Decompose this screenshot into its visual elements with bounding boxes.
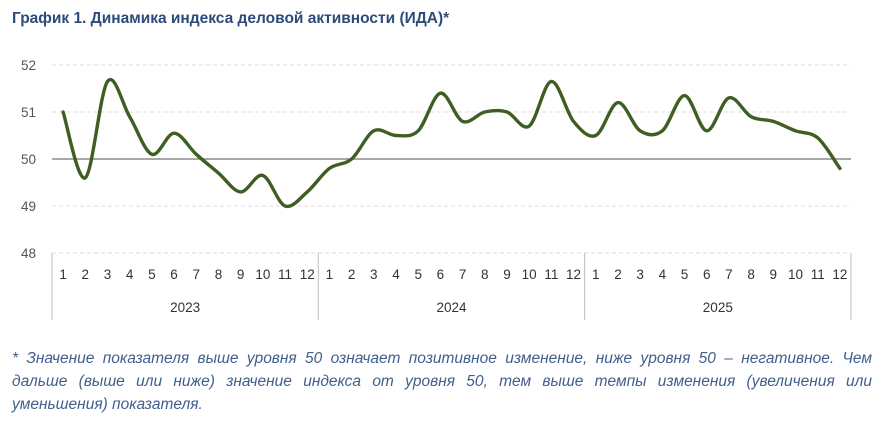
x-tick-label-month: 11 [278,267,292,282]
y-tick-label: 51 [21,105,36,120]
data-point [283,204,287,208]
data-point [461,120,464,123]
data-point [128,115,131,118]
x-tick-label-month: 1 [59,267,67,282]
series-group [61,77,842,209]
x-tick-label-month: 10 [255,267,270,282]
x-tick-label-month: 2 [348,267,356,282]
x-tick-label-month: 3 [370,267,378,282]
data-point [749,115,753,118]
data-point [683,94,686,97]
x-tick-label-month: 2 [82,267,90,282]
data-point [150,153,154,156]
data-point [527,124,531,128]
x-tick-label-month: 7 [459,267,467,282]
data-point [84,176,87,179]
y-axis-tick-labels: 48 49 50 51 52 [21,58,36,261]
x-tick-label-month: 9 [770,267,778,282]
x-tick-label-month: 10 [522,267,537,282]
footnote: * Значение показателя выше уровня 50 озн… [12,350,872,413]
data-point [638,129,642,132]
data-point [816,136,819,140]
x-tick-label-month: 11 [811,267,825,282]
data-point [727,96,731,100]
x-tick-label-year: 2025 [703,300,733,315]
x-tick-label-year: 2024 [436,300,467,315]
x-tick-label-month: 6 [170,267,178,282]
data-point [106,80,109,83]
x-tick-label-month: 7 [725,267,733,282]
data-point [794,129,797,132]
data-point [372,129,376,132]
data-point [572,120,575,123]
x-tick-label-month: 12 [300,267,315,282]
data-point [350,157,353,161]
x-tick-label-month: 8 [747,267,755,282]
data-point [483,110,486,114]
data-point [661,129,664,132]
x-tick-label-month: 12 [566,267,581,282]
x-tick-label-month: 1 [326,267,334,282]
data-point [195,153,198,156]
y-tick-label: 49 [21,199,36,214]
data-point [505,110,509,114]
data-point [328,167,331,170]
data-point [594,134,597,137]
x-tick-label-month: 4 [392,267,400,282]
x-tick-label-month: 9 [237,267,245,282]
data-point [61,110,65,114]
data-point [616,101,620,104]
y-tick-label: 52 [21,58,36,73]
y-tick-label: 48 [21,246,36,261]
gridlines [52,64,851,254]
x-tick-label-month: 10 [788,267,803,282]
data-point [239,190,242,194]
y-tick-label: 50 [21,152,36,167]
data-point [217,171,220,175]
data-point [550,80,553,83]
x-tick-label-month: 4 [659,267,667,282]
x-tick-label-month: 3 [636,267,644,282]
x-tick-label-month: 5 [681,267,689,282]
x-tick-label-month: 9 [503,267,511,282]
x-tick-label-month: 2 [614,267,622,282]
data-point [417,129,420,132]
data-point [172,131,176,135]
x-tick-label-month: 1 [592,267,600,282]
x-tick-label-month: 8 [215,267,223,282]
x-tick-label-month: 11 [544,267,558,282]
x-tick-label-month: 3 [104,267,112,282]
data-point [306,190,309,194]
x-tick-label-month: 5 [414,267,422,282]
data-point [439,92,442,95]
x-tick-label-month: 7 [193,267,201,282]
ida-series-line [61,77,842,209]
x-tick-label-month: 6 [703,267,711,282]
data-point [261,174,265,177]
data-point [394,134,398,137]
x-tick-label-month: 5 [148,267,156,282]
x-tick-label-month: 4 [126,267,134,282]
x-tick-label-month: 12 [832,267,847,282]
data-point [772,120,775,123]
data-point [705,129,708,132]
x-tick-label-month: 6 [437,267,445,282]
x-tick-label-year: 2023 [170,300,200,315]
x-tick-label-month: 8 [481,267,489,282]
data-point [838,167,842,170]
chart-title: График 1. Динамика индекса деловой актив… [12,10,450,27]
